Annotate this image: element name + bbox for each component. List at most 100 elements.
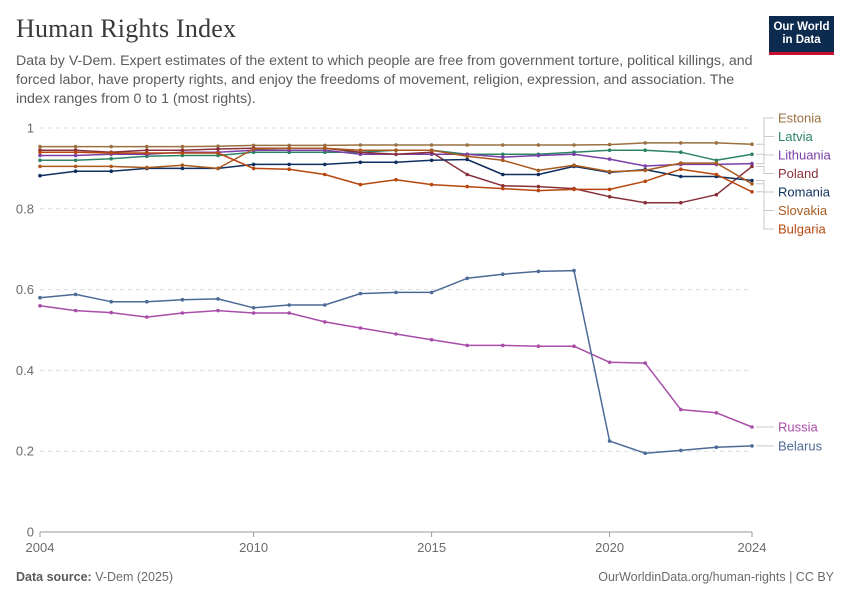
- data-point-poland: [679, 200, 683, 205]
- data-point-romania: [536, 172, 541, 177]
- data-point-bulgaria: [251, 166, 256, 171]
- data-point-poland: [643, 200, 647, 205]
- data-point-slovakia: [287, 146, 292, 150]
- data-point-estonia: [180, 144, 185, 149]
- y-tick-label: 0: [27, 525, 34, 540]
- data-point-russia: [501, 343, 505, 348]
- data-point-bulgaria: [750, 190, 754, 194]
- data-point-romania: [287, 162, 292, 167]
- series-label-lithuania[interactable]: Lithuania: [778, 148, 832, 163]
- data-point-russia: [643, 361, 647, 365]
- owid-logo[interactable]: Our World in Data: [769, 16, 834, 55]
- data-point-bulgaria: [323, 172, 327, 177]
- y-tick-label: 0.2: [16, 444, 34, 459]
- y-tick-label: 1: [27, 121, 34, 136]
- x-tick-label: 2010: [239, 540, 268, 555]
- data-point-latvia: [73, 158, 78, 163]
- data-point-russia: [251, 311, 256, 315]
- y-tick-label: 0.6: [16, 282, 34, 297]
- series-label-romania[interactable]: Romania: [778, 185, 831, 200]
- label-connector-lithuania: [756, 154, 774, 165]
- data-point-estonia: [679, 141, 683, 145]
- data-point-estonia: [323, 143, 327, 148]
- data-point-latvia: [679, 150, 683, 154]
- series-lines: [38, 141, 754, 456]
- data-point-lithuania: [73, 153, 78, 158]
- series-label-slovakia[interactable]: Slovakia: [778, 203, 828, 218]
- series-label-estonia[interactable]: Estonia: [778, 111, 822, 126]
- data-point-bulgaria: [465, 184, 470, 189]
- logo-line-2: in Data: [782, 34, 821, 46]
- data-point-belarus: [465, 276, 470, 281]
- y-tick-label: 0.4: [16, 363, 34, 378]
- data-point-slovakia: [38, 164, 42, 169]
- data-point-slovakia: [180, 163, 185, 167]
- data-point-bulgaria: [679, 167, 683, 171]
- data-point-belarus: [251, 306, 256, 310]
- data-point-russia: [216, 308, 220, 313]
- data-point-slovakia: [643, 168, 647, 173]
- data-point-romania: [251, 162, 256, 167]
- label-connector-bulgaria: [756, 191, 774, 230]
- data-point-estonia: [251, 143, 256, 148]
- data-point-belarus: [714, 445, 719, 450]
- data-point-latvia: [109, 156, 113, 161]
- series-label-latvia[interactable]: Latvia: [778, 129, 813, 144]
- series-line-russia: [39, 305, 753, 428]
- data-point-russia: [38, 304, 42, 308]
- axis-layer: 0 0.2 0.4 0.6 0.8 1 2004 2010 2015 2020 2024: [16, 121, 767, 556]
- data-point-slovakia: [465, 154, 470, 159]
- data-point-slovakia: [679, 161, 683, 165]
- data-point-estonia: [38, 144, 42, 149]
- data-point-russia: [536, 344, 541, 349]
- data-point-slovakia: [714, 161, 719, 165]
- data-point-estonia: [394, 143, 398, 147]
- data-point-latvia: [607, 148, 612, 152]
- data-point-latvia: [750, 152, 754, 157]
- data-point-lithuania: [643, 164, 647, 168]
- data-point-bulgaria: [73, 150, 78, 154]
- label-connector-latvia: [756, 136, 774, 155]
- data-point-bulgaria: [714, 172, 719, 177]
- data-point-estonia: [607, 142, 612, 147]
- label-connector-poland: [756, 165, 774, 174]
- data-point-slovakia: [323, 146, 327, 150]
- label-connector-romania: [756, 180, 774, 193]
- data-point-estonia: [750, 142, 754, 146]
- series-labels: Estonia Latvia Lithuania Poland Romania Slova…: [756, 111, 832, 453]
- data-point-belarus: [323, 303, 327, 307]
- series-label-bulgaria[interactable]: Bulgaria: [778, 222, 826, 237]
- data-point-russia: [572, 344, 576, 349]
- data-point-poland: [394, 152, 398, 157]
- data-source-value[interactable]: V-Dem (2025): [95, 570, 174, 584]
- data-point-bulgaria: [216, 151, 220, 155]
- data-point-bulgaria: [536, 188, 541, 193]
- data-point-russia: [145, 315, 149, 319]
- data-point-slovakia: [501, 158, 505, 163]
- logo-line-1: Our World: [773, 21, 830, 33]
- chart-subtitle: Data by V-Dem. Expert estimates of the e…: [16, 53, 753, 107]
- data-point-belarus: [287, 303, 292, 307]
- data-point-latvia: [643, 148, 647, 152]
- data-point-estonia: [287, 143, 292, 148]
- data-point-bulgaria: [358, 182, 363, 187]
- data-point-belarus: [429, 290, 434, 295]
- series-label-russia[interactable]: Russia: [778, 420, 819, 435]
- data-point-latvia: [501, 152, 505, 157]
- series-label-belarus[interactable]: Belarus: [778, 438, 823, 453]
- data-point-russia: [287, 311, 292, 315]
- data-point-russia: [750, 425, 754, 429]
- data-point-slovakia: [536, 168, 541, 173]
- data-point-bulgaria: [501, 186, 505, 191]
- data-point-estonia: [216, 144, 220, 148]
- data-point-russia: [394, 332, 398, 336]
- series-label-poland[interactable]: Poland: [778, 166, 818, 181]
- footer-url[interactable]: OurWorldinData.org/human-rights | CC BY: [598, 570, 834, 584]
- data-point-estonia: [145, 144, 149, 149]
- data-point-poland: [714, 192, 719, 197]
- data-point-bulgaria: [180, 151, 185, 155]
- data-point-slovakia: [750, 182, 754, 186]
- data-point-slovakia: [394, 148, 398, 152]
- data-point-belarus: [38, 295, 42, 300]
- data-point-belarus: [73, 292, 78, 297]
